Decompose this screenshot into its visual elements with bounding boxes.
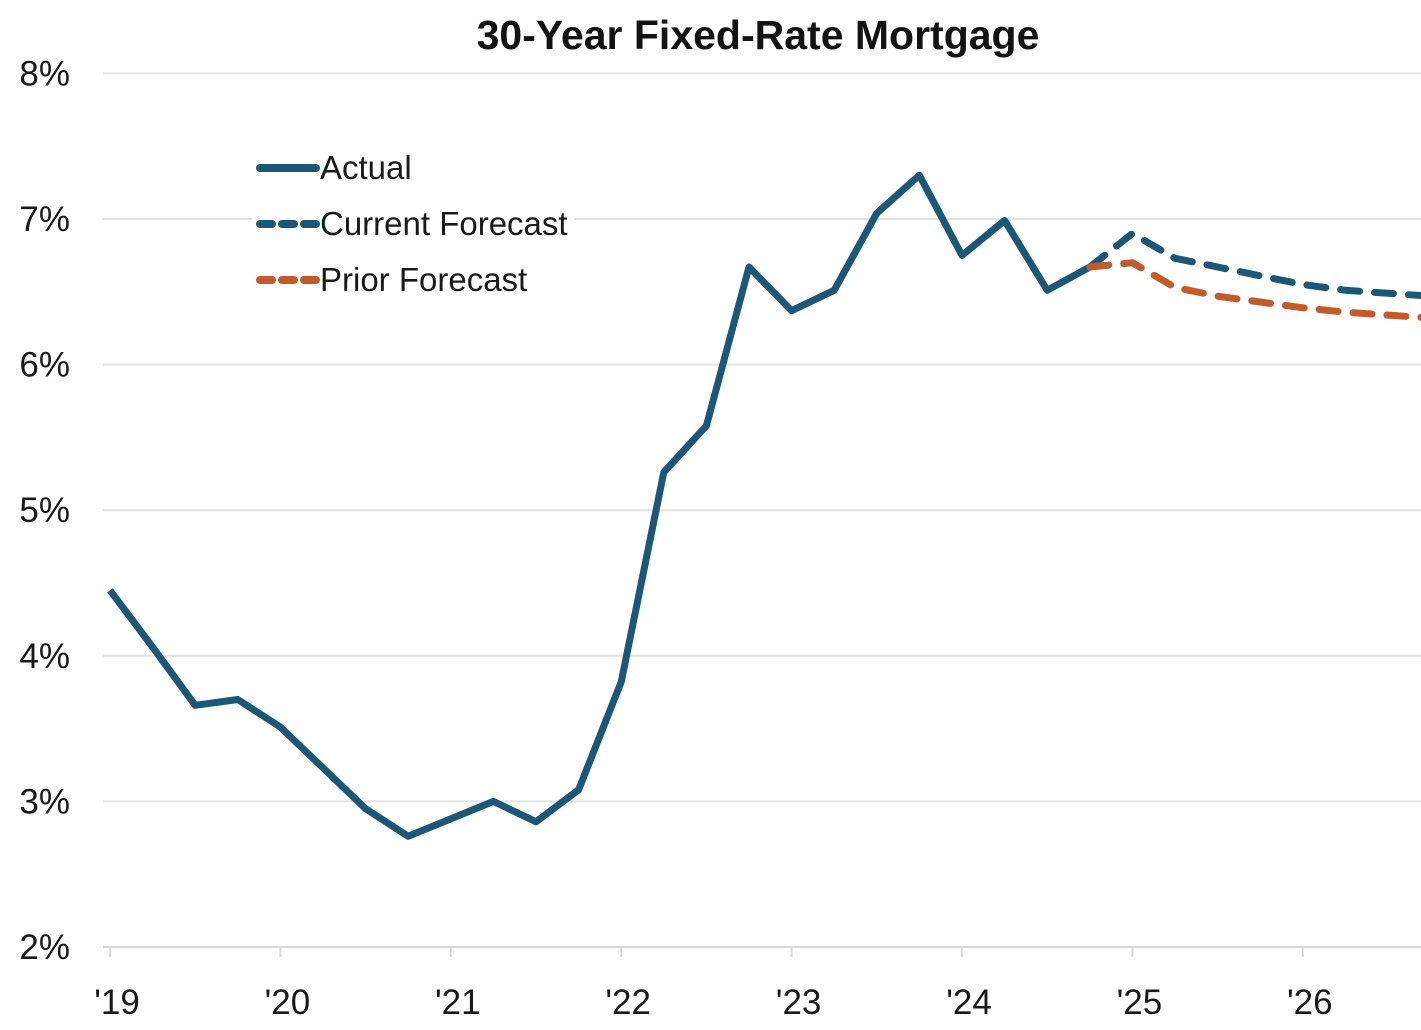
y-tick-label: 2% — [19, 928, 70, 967]
prior-forecast-line-swatch-icon — [256, 276, 320, 284]
x-tick-label: '20 — [265, 983, 311, 1022]
legend-item-actual: Actual — [256, 140, 568, 196]
y-tick-label: 8% — [19, 54, 70, 93]
y-tick-label: 6% — [19, 346, 70, 385]
x-tick-label: '21 — [435, 983, 481, 1022]
legend-label-current-forecast: Current Forecast — [320, 205, 568, 242]
legend-label-actual: Actual — [320, 149, 412, 186]
x-tick-label: '26 — [1287, 983, 1333, 1022]
legend-item-prior-forecast: Prior Forecast — [256, 252, 568, 308]
legend-item-current-forecast: Current Forecast — [256, 196, 568, 252]
legend-label-prior-forecast: Prior Forecast — [320, 261, 528, 298]
chart-title: 30-Year Fixed-Rate Mortgage — [476, 12, 1040, 58]
y-tick-label: 3% — [19, 782, 70, 821]
x-tick-label: '19 — [94, 983, 140, 1022]
actual-line-swatch-icon — [256, 164, 320, 172]
x-tick-label: '24 — [946, 983, 992, 1022]
y-tick-label: 5% — [19, 491, 70, 530]
current-forecast-line-swatch-icon — [256, 220, 320, 228]
y-tick-label: 7% — [19, 200, 70, 239]
series-line-current-forecast — [1086, 230, 1421, 300]
legend: Actual Current Forecast Prior Forecast — [252, 138, 574, 310]
series-line-actual — [107, 171, 1092, 840]
x-tick-label: '22 — [605, 983, 651, 1022]
x-tick-label: '25 — [1117, 983, 1163, 1022]
x-tick-label: '23 — [776, 983, 822, 1022]
y-tick-label: 4% — [19, 637, 70, 676]
series-line-prior-forecast — [1086, 259, 1421, 321]
